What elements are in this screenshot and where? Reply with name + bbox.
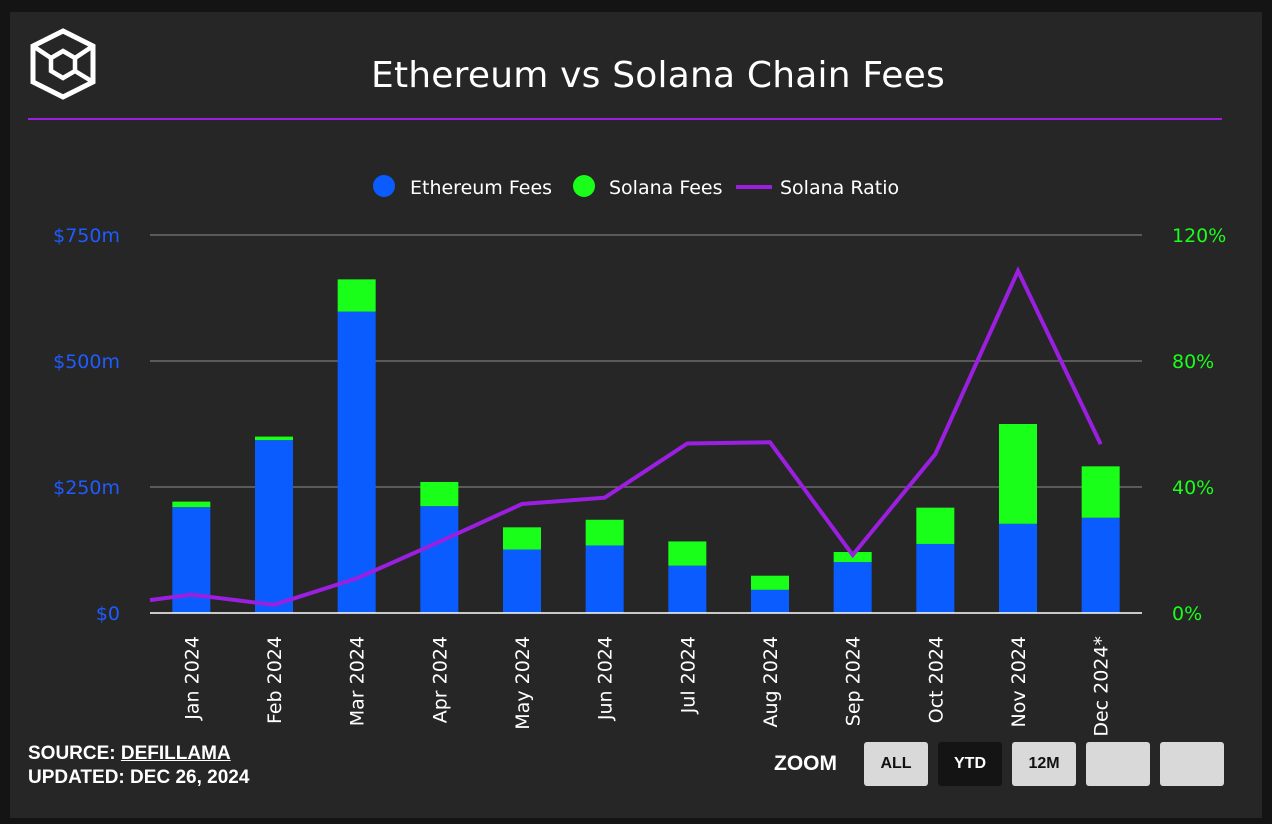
grid-lines xyxy=(150,234,1142,488)
legend-marker-solana xyxy=(573,175,595,197)
bar-solana[interactable] xyxy=(585,519,624,546)
zoom-ytd-button[interactable]: YTD xyxy=(938,742,1002,786)
y-right-tick-label: 80% xyxy=(1172,351,1214,373)
y-right-tick-label: 0% xyxy=(1172,603,1202,625)
y-right-tick-label: 40% xyxy=(1172,477,1214,499)
bar-ethereum[interactable] xyxy=(255,440,293,613)
zoom-label: ZOOM xyxy=(774,752,837,775)
x-tick-label: Aug 2024 xyxy=(760,636,782,728)
bar-ethereum[interactable] xyxy=(337,311,376,613)
source-link[interactable]: DEFILLAMA xyxy=(120,743,231,764)
y-axis-left: $0 $250m $500m $750m xyxy=(53,225,120,625)
bar-ethereum[interactable] xyxy=(420,506,459,613)
bar-ethereum[interactable] xyxy=(668,565,707,613)
logo-icon xyxy=(30,28,96,100)
bar-solana[interactable] xyxy=(751,575,789,590)
bar-solana[interactable] xyxy=(255,436,293,441)
x-axis-labels: Jan 2024 Feb 2024 Mar 2024 Apr 2024 May 2024… xyxy=(181,636,1112,737)
x-tick-label: May 2024 xyxy=(512,636,534,730)
x-tick-label: Nov 2024 xyxy=(1008,636,1030,727)
x-tick-label: Sep 2024 xyxy=(843,636,865,726)
y-right-tick-label: 120% xyxy=(1172,225,1226,247)
bar-ethereum[interactable] xyxy=(999,523,1037,613)
x-tick-label: Apr 2024 xyxy=(429,636,451,723)
legend-marker-ethereum xyxy=(373,175,395,197)
legend-label-ethereum: Ethereum Fees xyxy=(410,177,552,199)
legend-label-solana: Solana Fees xyxy=(609,177,723,199)
x-tick-label: Jul 2024 xyxy=(677,636,699,714)
legend: Ethereum Fees Solana Fees Solana Ratio xyxy=(373,175,899,199)
bar-ethereum[interactable] xyxy=(916,543,955,613)
bar-solana[interactable] xyxy=(668,541,707,566)
bar-solana[interactable] xyxy=(172,501,211,508)
y-left-tick-label: $500m xyxy=(53,351,120,373)
bar-solana[interactable] xyxy=(916,507,955,544)
solana-ratio-line xyxy=(149,266,1103,607)
y-left-tick-label: $750m xyxy=(53,225,120,247)
x-tick-label: Jun 2024 xyxy=(595,636,617,721)
zoom-all-button[interactable]: ALL xyxy=(864,742,928,786)
y-left-tick-label: $250m xyxy=(53,477,120,499)
bar-solana[interactable] xyxy=(337,279,376,312)
bar-ethereum[interactable] xyxy=(503,549,541,613)
bar-solana[interactable] xyxy=(503,527,541,550)
x-tick-label: Oct 2024 xyxy=(925,636,947,723)
title-divider xyxy=(28,118,1222,120)
bar-solana[interactable] xyxy=(999,424,1037,524)
bar-solana[interactable] xyxy=(420,481,459,507)
source-label: SOURCE: xyxy=(28,743,116,764)
zoom-12m-button[interactable]: 12M xyxy=(1012,742,1076,786)
updated-date: DEC 26, 2024 xyxy=(130,767,250,788)
x-tick-label: Dec 2024* xyxy=(1091,636,1113,737)
chart-panel xyxy=(10,12,1262,818)
x-tick-label: Mar 2024 xyxy=(347,636,369,726)
bar-solana[interactable] xyxy=(1081,466,1120,518)
bar-series xyxy=(172,279,1120,613)
legend-label-ratio: Solana Ratio xyxy=(780,177,899,199)
bar-ethereum[interactable] xyxy=(833,562,872,613)
source-block: SOURCE: DEFILLAMA UPDATED: DEC 26, 2024 xyxy=(28,742,249,790)
bar-ethereum[interactable] xyxy=(751,589,789,613)
zoom-extra-button-1[interactable] xyxy=(1086,742,1150,786)
bar-ethereum[interactable] xyxy=(585,545,624,613)
x-tick-label: Jan 2024 xyxy=(181,636,203,721)
y-axis-right: 0% 40% 80% 120% xyxy=(1172,225,1226,625)
zoom-extra-button-2[interactable] xyxy=(1160,742,1224,786)
updated-label: UPDATED: xyxy=(28,767,125,788)
x-tick-label: Feb 2024 xyxy=(264,636,286,724)
page-title: Ethereum vs Solana Chain Fees xyxy=(371,55,945,96)
bar-ethereum[interactable] xyxy=(1081,517,1120,613)
y-left-tick-label: $0 xyxy=(96,603,120,625)
